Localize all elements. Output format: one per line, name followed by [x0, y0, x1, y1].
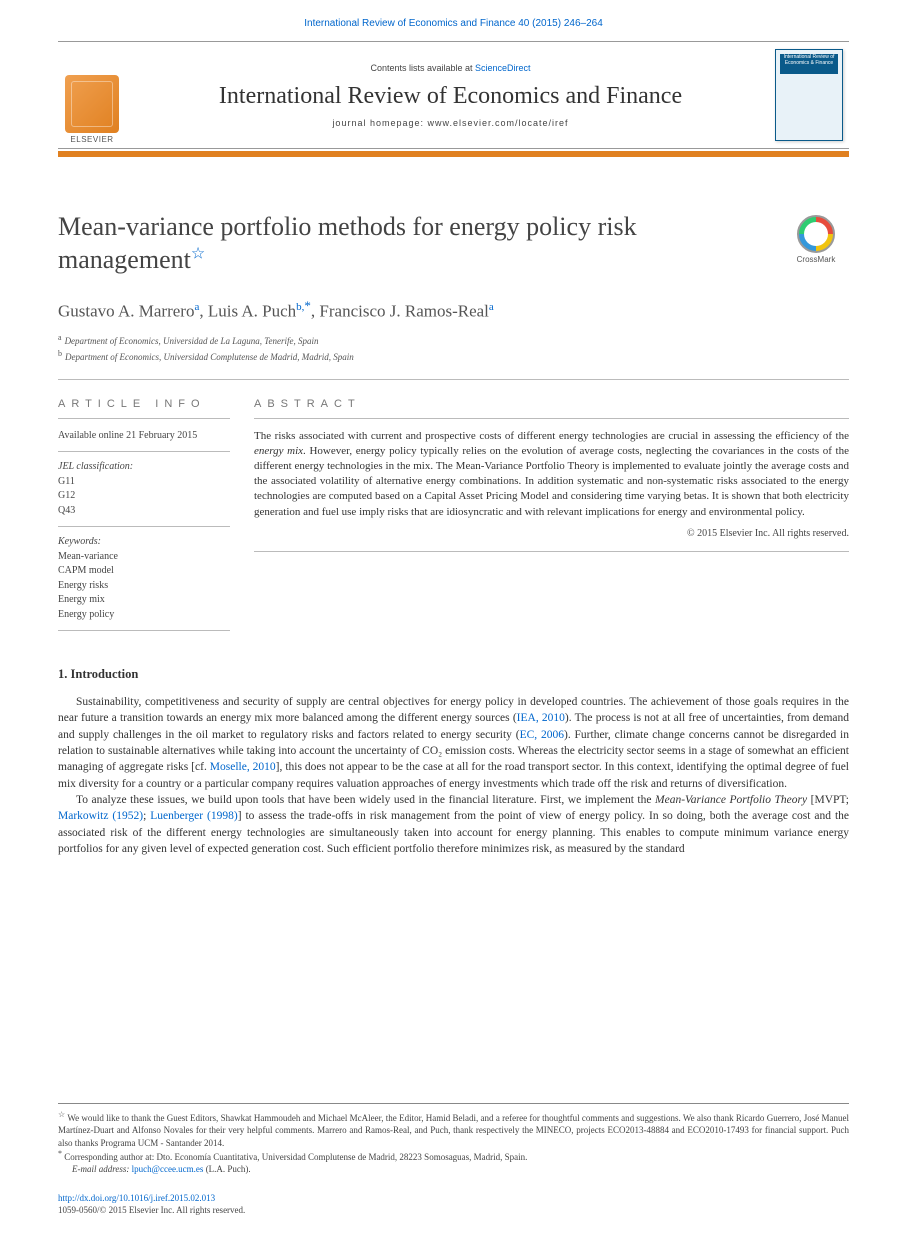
para-text: To analyze these issues, we build upon t… [76, 794, 655, 806]
body-paragraph-1: Sustainability, competitiveness and secu… [58, 694, 849, 792]
contents-prefix: Contents lists available at [370, 63, 475, 73]
keyword: Energy policy [58, 608, 230, 623]
citation-header: International Review of Economics and Fi… [0, 0, 907, 41]
page-footer: http://dx.doi.org/10.1016/j.iref.2015.02… [58, 1192, 849, 1217]
banner-center: Contents lists available at ScienceDirec… [126, 42, 775, 148]
keyword: Energy risks [58, 579, 230, 594]
availability-block: Available online 21 February 2015 [58, 429, 230, 453]
author-sep: , [199, 302, 208, 321]
article-title: Mean-variance portfolio methods for ener… [58, 211, 658, 276]
publisher-block: ELSEVIER [58, 42, 126, 148]
cover-image: International Review of Economics & Fina… [775, 49, 843, 141]
keyword: CAPM model [58, 564, 230, 579]
abstract-copyright: © 2015 Elsevier Inc. All rights reserved… [254, 528, 849, 552]
keyword: Energy mix [58, 593, 230, 608]
title-footnote-mark[interactable]: ☆ [191, 245, 205, 262]
jel-code: G12 [58, 489, 230, 504]
journal-name: International Review of Economics and Fi… [219, 83, 682, 110]
keyword: Mean-variance [58, 550, 230, 565]
affiliations: aDepartment of Economics, Universidad de… [58, 332, 849, 380]
citation-link-moselle2010[interactable]: Moselle, 2010 [210, 761, 276, 773]
footnote-star-text: We would like to thank the Guest Editors… [58, 1113, 849, 1147]
body-section: 1. Introduction Sustainability, competit… [58, 667, 849, 857]
journal-banner: ELSEVIER Contents lists available at Sci… [58, 41, 849, 149]
elsevier-tree-icon [65, 75, 119, 133]
keywords-heading: Keywords: [58, 535, 230, 550]
article-header: CrossMark Mean-variance portfolio method… [58, 211, 849, 380]
contents-available-line: Contents lists available at ScienceDirec… [370, 63, 530, 73]
title-text: Mean-variance portfolio methods for ener… [58, 212, 637, 274]
citation-link-luenberger1998[interactable]: Luenberger (1998) [150, 810, 237, 822]
abstract-text: The risks associated with current and pr… [254, 429, 849, 520]
jel-code: G11 [58, 475, 230, 490]
email-label: E-mail address: [72, 1164, 132, 1174]
author-3[interactable]: Francisco J. Ramos-Real [319, 302, 489, 321]
section-heading-introduction: 1. Introduction [58, 667, 849, 682]
affiliation-b-text: Department of Economics, Universidad Com… [65, 352, 354, 362]
doi-link[interactable]: http://dx.doi.org/10.1016/j.iref.2015.02… [58, 1193, 215, 1203]
info-abstract-row: article info Available online 21 Februar… [58, 398, 849, 640]
affiliation-a-text: Department of Economics, Universidad de … [65, 336, 319, 346]
author-3-aff[interactable]: a [489, 301, 494, 313]
author-1[interactable]: Gustavo A. Marrero [58, 302, 194, 321]
footnote-corr-text: Corresponding author at: Dto. Economía C… [62, 1152, 527, 1162]
abstract-emphasis: energy mix [254, 445, 303, 457]
crossmark-widget[interactable]: CrossMark [783, 215, 849, 264]
citation-link-iea2010[interactable]: IEA, 2010 [517, 712, 565, 724]
jel-heading: JEL classification: [58, 460, 230, 475]
corresponding-email-link[interactable]: lpuch@ccee.ucm.es [132, 1164, 204, 1174]
journal-homepage-line: journal homepage: www.elsevier.com/locat… [332, 118, 568, 128]
sciencedirect-link[interactable]: ScienceDirect [475, 63, 531, 73]
footnote-acknowledgements: ☆ We would like to thank the Guest Edito… [58, 1110, 849, 1148]
jel-block: JEL classification: G11 G12 Q43 [58, 460, 230, 527]
author-list: Gustavo A. Marreroa, Luis A. Puchb,*, Fr… [58, 298, 849, 322]
citation-link-ec2006[interactable]: EC, 2006 [520, 729, 564, 741]
citation-link[interactable]: International Review of Economics and Fi… [304, 18, 603, 29]
affiliation-a: aDepartment of Economics, Universidad de… [58, 332, 849, 349]
abstract-label: abstract [254, 398, 849, 419]
article-info-column: article info Available online 21 Februar… [58, 398, 230, 640]
footnote-corresponding: * Corresponding author at: Dto. Economía… [58, 1149, 849, 1163]
citation-link-markowitz1952[interactable]: Markowitz (1952) [58, 810, 143, 822]
publisher-name: ELSEVIER [70, 135, 113, 144]
orange-divider [58, 151, 849, 157]
keywords-block: Keywords: Mean-variance CAPM model Energ… [58, 535, 230, 631]
footnote-email: E-mail address: lpuch@ccee.ucm.es (L.A. … [58, 1163, 849, 1175]
journal-cover-thumb: International Review of Economics & Fina… [775, 42, 849, 148]
abstract-part: . However, energy policy typically relie… [254, 445, 849, 518]
footnotes: ☆ We would like to thank the Guest Edito… [58, 1103, 849, 1175]
issn-copyright-line: 1059-0560/© 2015 Elsevier Inc. All right… [58, 1204, 849, 1217]
para-emphasis: Mean-Variance Portfolio Theory [655, 794, 807, 806]
crossmark-icon [797, 215, 835, 253]
email-author: (L.A. Puch). [203, 1164, 250, 1174]
abstract-part: The risks associated with current and pr… [254, 430, 849, 442]
body-paragraph-2: To analyze these issues, we build upon t… [58, 792, 849, 857]
para-text: [MVPT; [807, 794, 849, 806]
article-info-label: article info [58, 398, 230, 419]
affiliation-b: bDepartment of Economics, Universidad Co… [58, 348, 849, 365]
abstract-column: abstract The risks associated with curre… [254, 398, 849, 640]
author-2[interactable]: Luis A. Puch [208, 302, 296, 321]
jel-code: Q43 [58, 504, 230, 519]
cover-image-title: International Review of Economics & Fina… [782, 55, 836, 66]
crossmark-label: CrossMark [783, 255, 849, 264]
